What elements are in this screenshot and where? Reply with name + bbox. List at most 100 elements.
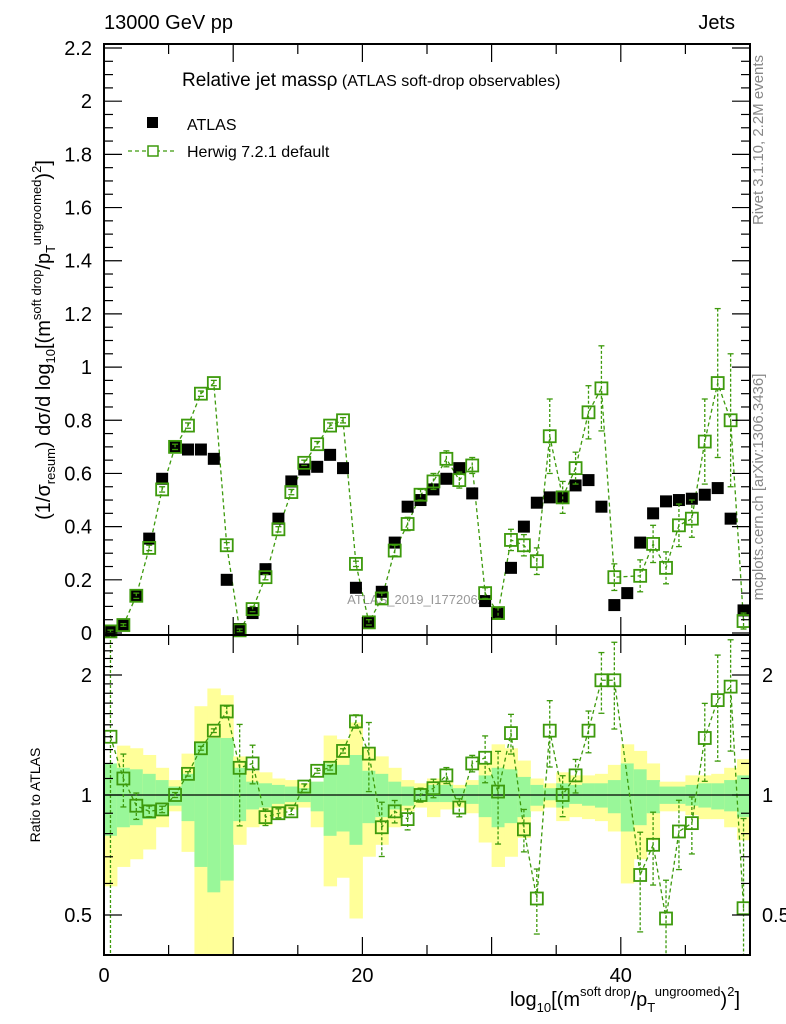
atlas-point [207,452,220,465]
stat-uncertainty-band [543,788,557,801]
ratio-point [232,760,247,775]
atlas-point [466,487,479,500]
atlas-point [285,475,298,488]
herwig-point [245,602,260,616]
stat-uncertainty-band [323,763,338,836]
stat-uncertainty-band [401,786,415,806]
y-tick-label: 2.2 [64,38,92,60]
atlas-point [517,520,530,533]
xlabel-sup: 2 [727,984,734,999]
herwig-point [452,473,467,488]
herwig-point [581,405,596,420]
ratio-point [529,891,544,906]
stat-uncertainty-band [336,764,350,832]
herwig-point [672,518,686,533]
ratio-point [491,784,505,799]
y-tick-label: 0.8 [64,410,92,432]
herwig-point [400,517,415,531]
ratio-point [504,726,518,740]
herwig-point [258,570,273,585]
herwig-point [297,455,312,470]
ratio-point [723,679,738,694]
ratio-point [542,723,557,738]
herwig-point [116,618,131,632]
atlas-point [311,460,324,473]
stat-uncertainty-band [271,784,286,804]
atlas-point [595,500,608,513]
mcplots-label: mcplots.cern.ch [arXiv:1306.3436] [750,374,767,601]
atlas-point [647,507,660,520]
stat-uncertainty-band [155,780,170,816]
ratio-y-tick-label: 0.5 [64,905,92,927]
herwig-point [129,588,144,603]
ratio-point [400,812,415,827]
stat-uncertainty-band [504,769,518,824]
stat-uncertainty-band [646,780,661,814]
stat-uncertainty-band [104,763,118,836]
atlas-point [479,595,492,608]
herwig-point [323,418,338,433]
herwig-point [646,537,660,551]
ratio-point [594,673,609,688]
herwig-point [349,556,363,571]
ratio-point [607,673,622,688]
ylabel-sub: T [43,245,58,253]
ylabel-part: /p [33,253,55,270]
ratio-point [129,798,144,813]
ratio-point [684,816,699,831]
stat-uncertainty-band [711,783,725,810]
atlas-point [660,495,673,508]
ratio-plot-marks [103,634,751,955]
herwig-point [684,511,699,526]
ratio-point [710,693,725,708]
x-tick-label: 0 [98,965,109,987]
ratio-y-tick-label: 2 [81,665,92,687]
herwig-point [659,560,673,575]
stat-uncertainty-band [517,776,531,818]
ratio-point [633,868,648,882]
herwig-point [271,522,286,537]
y-tick-label: 0.2 [64,570,92,592]
herwig-point [633,568,648,583]
atlas-point [569,479,582,492]
ylabel-part: ) [33,173,55,180]
atlas-point [259,563,272,576]
process-label: Jets [698,12,735,34]
herwig-point [465,458,480,473]
herwig-point [374,591,389,606]
legend-herwig-marker [128,145,176,157]
title-sub: (ATLAS soft-drop observables) [337,73,560,90]
herwig-point [142,541,157,555]
atlas-point [543,491,556,504]
xlabel-sup: ungroomed [655,984,721,999]
atlas-point [246,607,259,620]
ratio-point [181,766,195,781]
energy-label: 13000 GeV pp [104,12,233,34]
atlas-point [156,472,169,485]
ylabel-sup: ungroomed [29,180,44,246]
stat-uncertainty-band [620,763,635,832]
herwig-point [206,376,221,390]
ratio-point [568,768,583,783]
stat-uncertainty-band [737,775,751,818]
herwig-point [594,381,609,396]
herwig-point [517,538,531,553]
herwig-point [181,418,195,433]
atlas-point [672,494,685,507]
ratio-y-tick-label-right: 0.5 [762,905,786,927]
ratio-point [142,804,157,819]
ratio-point [555,788,570,802]
ratio-point [581,723,596,738]
stat-uncertainty-band [478,775,493,818]
legend-herwig-label: Herwig 7.2.1 default [187,144,330,161]
ratio-point [219,704,234,719]
ratio-y-tick-label-right: 1 [762,785,773,807]
y-tick-label: 1 [81,357,92,379]
ratio-point [310,763,325,778]
herwig-point [387,543,402,558]
x-axis-label: log10[(msoft drop/pTungroomed)2] [510,984,740,1015]
herwig-point [284,485,299,499]
ylabel-sub: resum [43,448,58,484]
stat-uncertainty-band [194,743,208,867]
